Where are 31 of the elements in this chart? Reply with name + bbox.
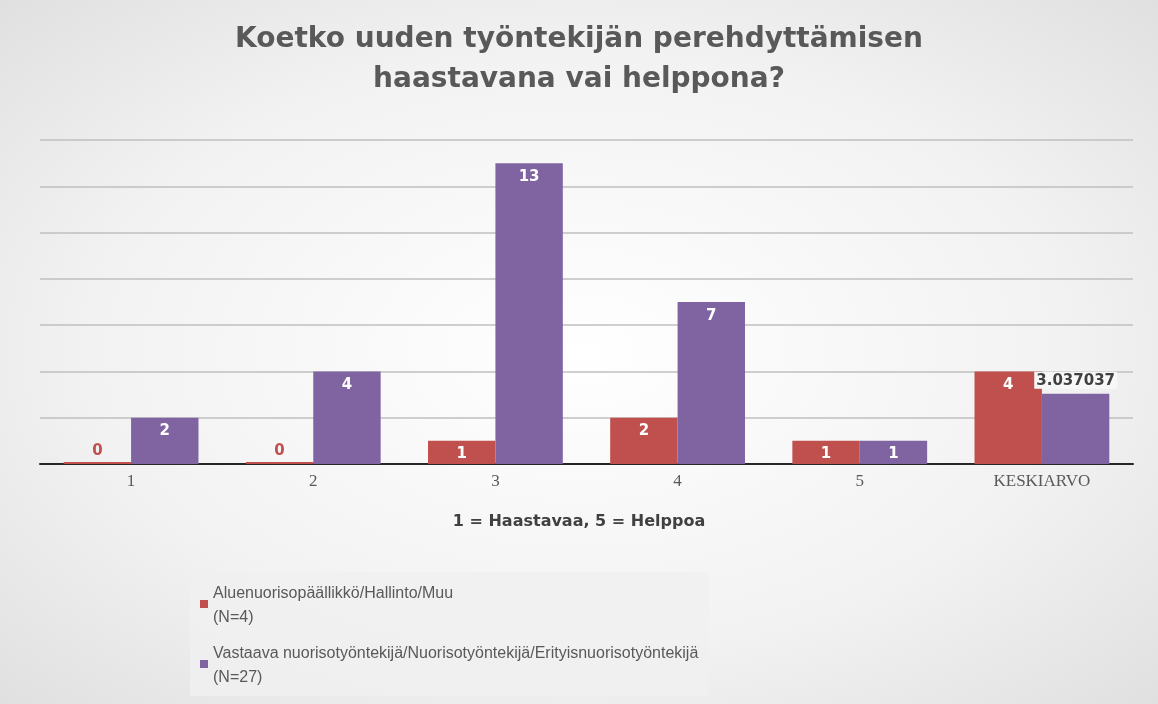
- bar: [1041, 393, 1110, 464]
- bar: [131, 417, 199, 464]
- bar: [313, 371, 381, 464]
- data-label: 0: [274, 440, 285, 459]
- bar: [428, 440, 496, 464]
- x-axis-title: 1 = Haastavaa, 5 = Helppoa: [452, 510, 706, 530]
- data-label: 1: [820, 444, 832, 463]
- bar: [610, 417, 678, 464]
- data-label: 4: [1003, 374, 1014, 393]
- data-label: 4: [341, 374, 353, 393]
- data-label: 2: [638, 421, 650, 440]
- legend-label: Vastaava nuorisotyöntekijä/Nuorisotyöntekijä/Erityisnuorisotyöntekijä (N=27): [213, 643, 699, 685]
- legend-label: Aluenuorisopäällikkö/Hallinto/Muu (N=4): [213, 583, 454, 625]
- x-tick-label: 4: [673, 471, 683, 490]
- bar: [792, 440, 860, 464]
- bar: [859, 440, 928, 464]
- x-tick-label: 2: [309, 471, 318, 490]
- data-label: 1: [456, 444, 467, 463]
- data-label: 13: [518, 166, 540, 185]
- x-tick-label: KESKIARVO: [993, 471, 1091, 490]
- bar: [495, 163, 563, 464]
- data-label: 7: [706, 305, 717, 324]
- data-label: 1: [888, 444, 899, 463]
- data-label: 3.037037: [1036, 371, 1115, 390]
- data-label: 2: [159, 421, 170, 440]
- x-tick-label: 5: [855, 471, 864, 490]
- data-label: 0: [92, 440, 103, 459]
- bar: [677, 302, 745, 464]
- chart-title: Koetko uuden työntekijän perehdyttämisen haastavana vai helppona?: [235, 20, 923, 94]
- x-tick-label: 3: [491, 471, 500, 490]
- x-tick-label: 1: [126, 471, 136, 490]
